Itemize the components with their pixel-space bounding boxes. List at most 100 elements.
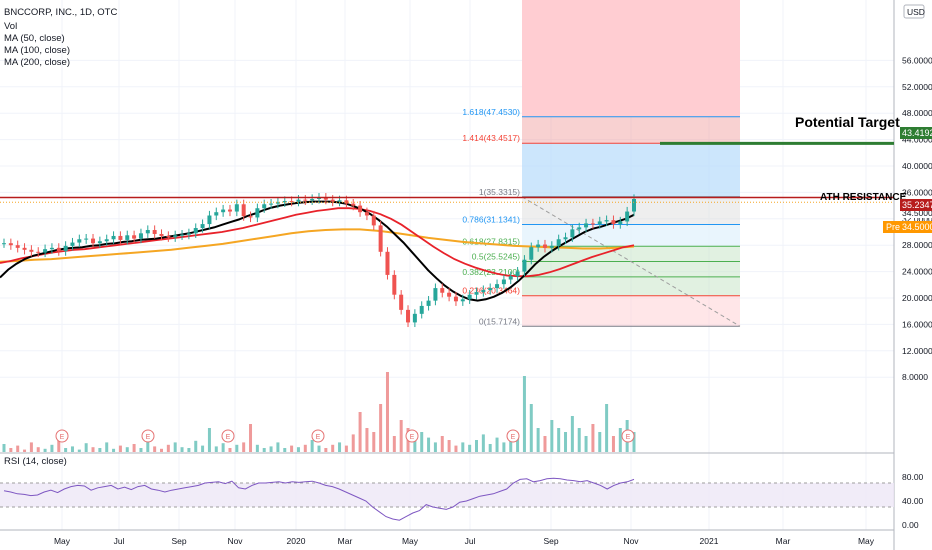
volume-bar bbox=[70, 446, 74, 452]
volume-bar bbox=[207, 428, 211, 452]
candle-body bbox=[49, 247, 54, 250]
candle-body bbox=[234, 204, 239, 212]
volume-bar bbox=[105, 442, 109, 452]
candle-body bbox=[447, 292, 452, 297]
time-tick-label: Jul bbox=[114, 536, 125, 546]
legend-rsi: RSI (14, close) bbox=[4, 456, 67, 467]
price-tick-label: 44.0000 bbox=[902, 135, 932, 145]
currency-button[interactable]: USD bbox=[903, 4, 925, 19]
candle-body bbox=[200, 224, 205, 229]
candle-body bbox=[186, 233, 191, 235]
moving-averages bbox=[0, 200, 635, 302]
candle-body bbox=[570, 229, 575, 238]
candle-body bbox=[399, 294, 404, 310]
rsi-tick-label: 40.00 bbox=[902, 496, 924, 506]
time-tick-label: Jul bbox=[465, 536, 476, 546]
candle-body bbox=[364, 212, 369, 216]
volume-bar bbox=[235, 444, 239, 452]
target-price-tag: 43.4192 bbox=[900, 127, 932, 139]
candle-body bbox=[378, 225, 383, 252]
candle-body bbox=[125, 235, 130, 240]
candle-body bbox=[351, 203, 356, 206]
earnings-marker-letter: E bbox=[146, 434, 151, 441]
fib-band-0786 bbox=[522, 224, 740, 247]
candle-body bbox=[43, 249, 48, 253]
candle-body bbox=[2, 243, 6, 245]
volume-bar bbox=[392, 436, 396, 452]
candle-body bbox=[522, 259, 527, 272]
volume-bar bbox=[187, 448, 191, 452]
candle-body bbox=[275, 202, 280, 204]
time-tick-label: May bbox=[402, 536, 419, 546]
volume-bar bbox=[317, 445, 321, 452]
earnings-marker-letter: E bbox=[511, 434, 516, 441]
fib-band-1618 bbox=[522, 116, 740, 144]
candle-body bbox=[77, 239, 82, 243]
fib-level-label: 1(35.3315) bbox=[479, 187, 520, 197]
volume-bar bbox=[338, 442, 342, 452]
price-tick-label: 20.0000 bbox=[902, 293, 932, 303]
pre-label: Pre bbox=[886, 222, 900, 232]
volume-bar bbox=[324, 448, 328, 452]
candle-body bbox=[337, 200, 342, 202]
volume-bar bbox=[331, 444, 335, 452]
volume-bar bbox=[564, 432, 568, 452]
volume-bar bbox=[577, 428, 581, 452]
price-tick-label: 28.0000 bbox=[902, 240, 932, 250]
candle-body bbox=[36, 251, 41, 253]
candle-body bbox=[269, 203, 274, 205]
volume-bar bbox=[50, 444, 54, 452]
volume-bar bbox=[125, 447, 129, 452]
volume-bar bbox=[351, 434, 355, 452]
volume-bar bbox=[296, 447, 300, 452]
volume-bar bbox=[399, 420, 403, 452]
volume-bar bbox=[598, 432, 602, 452]
fib-level-label: 1.618(47.4530) bbox=[462, 107, 520, 117]
candle-body bbox=[474, 292, 479, 295]
candlesticks bbox=[2, 193, 636, 328]
candle-body bbox=[426, 300, 431, 306]
time-tick-label: 2021 bbox=[700, 536, 719, 546]
candle-body bbox=[159, 233, 164, 236]
price-tick-label: 40.0000 bbox=[902, 161, 932, 171]
volume-bar bbox=[605, 404, 609, 452]
candle-body bbox=[282, 200, 287, 203]
candle-body bbox=[173, 235, 178, 238]
candle-body bbox=[166, 235, 171, 238]
candle-body bbox=[406, 309, 411, 323]
legend-ma100: MA (100, close) bbox=[4, 45, 70, 56]
candle-body bbox=[70, 242, 75, 246]
candle-body bbox=[542, 244, 547, 248]
volume-bar bbox=[146, 434, 150, 452]
volume-bar bbox=[536, 428, 540, 452]
fibonacci-retracement[interactable]: 1.618(47.4530) 1.414(43.4517) 1(35.3315) 0.… bbox=[462, 0, 741, 327]
price-tick-label: 24.0000 bbox=[902, 267, 932, 277]
volume-bar bbox=[214, 446, 218, 452]
price-tick-label: 32.0000 bbox=[902, 214, 932, 224]
candle-body bbox=[180, 234, 185, 236]
price-tick-label: 36.0000 bbox=[902, 187, 932, 197]
candle-body bbox=[488, 288, 493, 291]
candle-body bbox=[145, 230, 150, 234]
candle-body bbox=[262, 204, 267, 209]
earnings-marker-icon bbox=[621, 429, 635, 443]
ath-resistance-label: ATH RESISTANCE bbox=[820, 192, 907, 203]
candle-body bbox=[501, 279, 506, 285]
candle-body bbox=[323, 197, 328, 200]
candle-body bbox=[317, 197, 321, 199]
volume-bar bbox=[269, 446, 273, 452]
time-axis: May Jul Sep Nov 2020 Mar May Jul Sep Nov 2021 Mar Ma… bbox=[54, 536, 875, 546]
volume-bar bbox=[413, 440, 417, 452]
fib-band-1414 bbox=[522, 143, 740, 197]
volume-bar bbox=[84, 443, 88, 452]
earnings-marker-icon bbox=[405, 429, 419, 443]
volume-bar bbox=[379, 404, 383, 452]
volume-bar bbox=[160, 448, 163, 452]
candle-body bbox=[536, 244, 541, 248]
fib-level-label: 1.414(43.4517) bbox=[462, 133, 520, 143]
volume-bar bbox=[310, 440, 314, 452]
volume-bar bbox=[447, 440, 451, 452]
volume-bar bbox=[570, 416, 574, 452]
ma200-line bbox=[0, 228, 635, 263]
